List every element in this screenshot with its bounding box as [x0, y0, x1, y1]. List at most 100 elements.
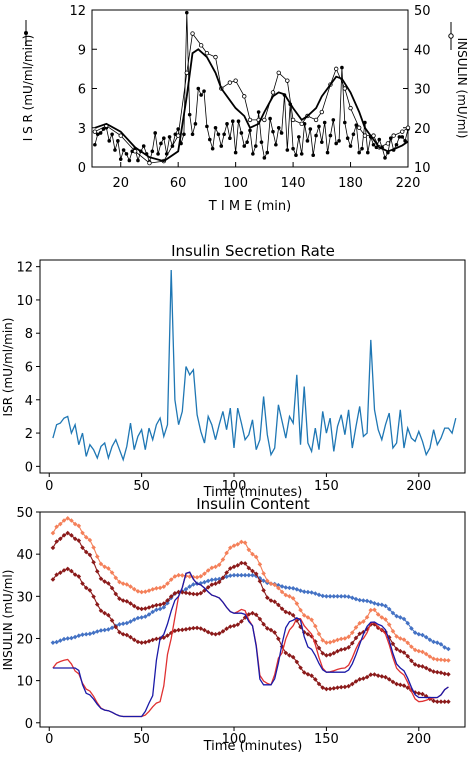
- p3-series-0-point: [61, 636, 67, 642]
- p3-series-0-point: [446, 646, 451, 652]
- p3-x-tick-label: 50: [133, 732, 150, 747]
- p1-x-tick-label: 60: [170, 176, 187, 191]
- p3-series-3-point: [420, 691, 425, 697]
- p3-series-2-point: [342, 646, 348, 652]
- p3-y-tick-label: 40: [16, 548, 33, 563]
- p1-series-1-point: [213, 54, 218, 60]
- panel-1-left-ticks: 0 3 6 9 12: [69, 4, 97, 176]
- p3-series-1-point: [72, 521, 78, 527]
- p3-x-tick-label: 100: [222, 732, 247, 747]
- panel-3-xlabel: Time (minutes): [203, 739, 303, 754]
- p3-series-2-point: [250, 568, 255, 574]
- p3-series-3-point: [379, 674, 385, 679]
- p3-series-2-point: [427, 667, 433, 673]
- p3-series-2-point: [117, 596, 122, 602]
- p3-series-0-point: [309, 590, 314, 595]
- p3-series-0-point: [279, 584, 285, 589]
- p3-series-1-point: [194, 575, 200, 580]
- p1-right-tick-label: 40: [414, 43, 431, 58]
- p2-y-tick-label: 4: [25, 394, 33, 409]
- p3-series-1-point: [379, 615, 385, 620]
- p3-series-0-point: [242, 572, 248, 578]
- p1-series-0-point: [322, 120, 327, 125]
- p1-series-0-point: [337, 139, 341, 143]
- p1-series-0-point: [253, 144, 258, 148]
- p1-series-0-point: [236, 119, 241, 124]
- p3-series-0-point: [58, 638, 63, 643]
- p3-series-2-point: [72, 536, 78, 542]
- p1-series-0-point: [199, 93, 203, 97]
- p3-series-3-point: [54, 572, 59, 578]
- p3-series-3-point: [191, 625, 196, 631]
- p3-series-2-point: [257, 578, 263, 584]
- p1-series-0-point: [259, 140, 264, 144]
- p3-series-1-point: [257, 562, 263, 567]
- p1-series-0-point: [328, 133, 333, 138]
- p3-series-1-point: [224, 550, 229, 556]
- panel-1-right-ticks: 10 20 30 40 50: [403, 4, 431, 176]
- p3-x-tick-label: 0: [45, 732, 53, 747]
- p3-series-2-point: [213, 581, 218, 586]
- p1-series-0-line: [94, 12, 409, 164]
- p3-series-1-point: [109, 570, 115, 575]
- panel-3-title: Insulin Content: [196, 495, 310, 513]
- p3-series-0-point: [420, 632, 425, 638]
- p3-series-0-point: [298, 588, 303, 593]
- p3-series-2-point: [276, 602, 281, 608]
- p3-series-3-point: [135, 639, 141, 645]
- p3-series-2-point: [346, 645, 351, 650]
- p1-series-0-point: [403, 139, 407, 143]
- p3-series-2-point: [401, 650, 407, 655]
- p3-series-3-point: [398, 682, 403, 688]
- p3-series-3-point: [316, 681, 322, 687]
- p3-series-3-point: [117, 629, 122, 635]
- p2-x-tick-label: 200: [406, 479, 431, 494]
- p3-series-0-point: [246, 572, 252, 578]
- p1-right-tick-label: 30: [414, 83, 431, 98]
- p1-series-0-point: [325, 150, 330, 155]
- p3-series-1-point: [412, 647, 418, 653]
- p3-series-2-point: [113, 591, 119, 597]
- p3-series-0-point: [301, 589, 307, 594]
- p3-series-0-point: [224, 574, 229, 579]
- p3-series-1-point: [179, 573, 185, 578]
- p2-x-tick-label: 0: [45, 479, 53, 494]
- p3-series-3-point: [58, 570, 63, 576]
- p1-series-0-point: [357, 150, 361, 155]
- p3-series-0-point: [313, 591, 318, 596]
- p1-series-0-point: [314, 133, 318, 138]
- p3-series-0-point: [324, 594, 329, 599]
- p3-series-2-point: [272, 599, 277, 605]
- p3-series-3-point: [349, 681, 355, 687]
- p1-series-1-point: [333, 66, 339, 72]
- p3-series-2-point: [442, 671, 447, 677]
- p3-series-2-point: [198, 590, 204, 596]
- p1-series-0-point: [268, 116, 272, 121]
- p1-series-0-point: [207, 137, 212, 142]
- p3-series-2-point: [191, 591, 196, 597]
- p3-series-3-point: [305, 672, 311, 677]
- p1-series-0-point: [383, 156, 387, 160]
- p3-series-2-point: [253, 571, 259, 577]
- panel-2-xlabel: Time (minutes): [203, 485, 303, 500]
- p1-series-0-point: [262, 156, 267, 160]
- panel-1-x-ticks: 20 60 100 140 180 220: [112, 162, 420, 191]
- p3-series-2-point: [154, 602, 159, 608]
- p3-series-0-point: [427, 637, 433, 643]
- p3-series-3-point: [368, 672, 374, 678]
- p3-series-2-point: [102, 579, 107, 584]
- p3-series-1-point: [416, 648, 422, 654]
- p3-series-3-point: [83, 585, 89, 591]
- p3-series-1-point: [250, 551, 255, 557]
- p3-series-1-point: [139, 589, 144, 595]
- p3-series-2-point: [405, 653, 411, 659]
- p3-series-3-point: [65, 566, 71, 572]
- p3-series-0-point: [154, 607, 159, 613]
- p3-series-3-point: [309, 673, 314, 679]
- p1-series-0-point: [136, 158, 140, 163]
- p3-series-1-point: [287, 594, 292, 599]
- p3-series-3-point: [386, 677, 392, 682]
- p3-series-2-point: [172, 591, 178, 596]
- p3-series-0-point: [372, 600, 377, 606]
